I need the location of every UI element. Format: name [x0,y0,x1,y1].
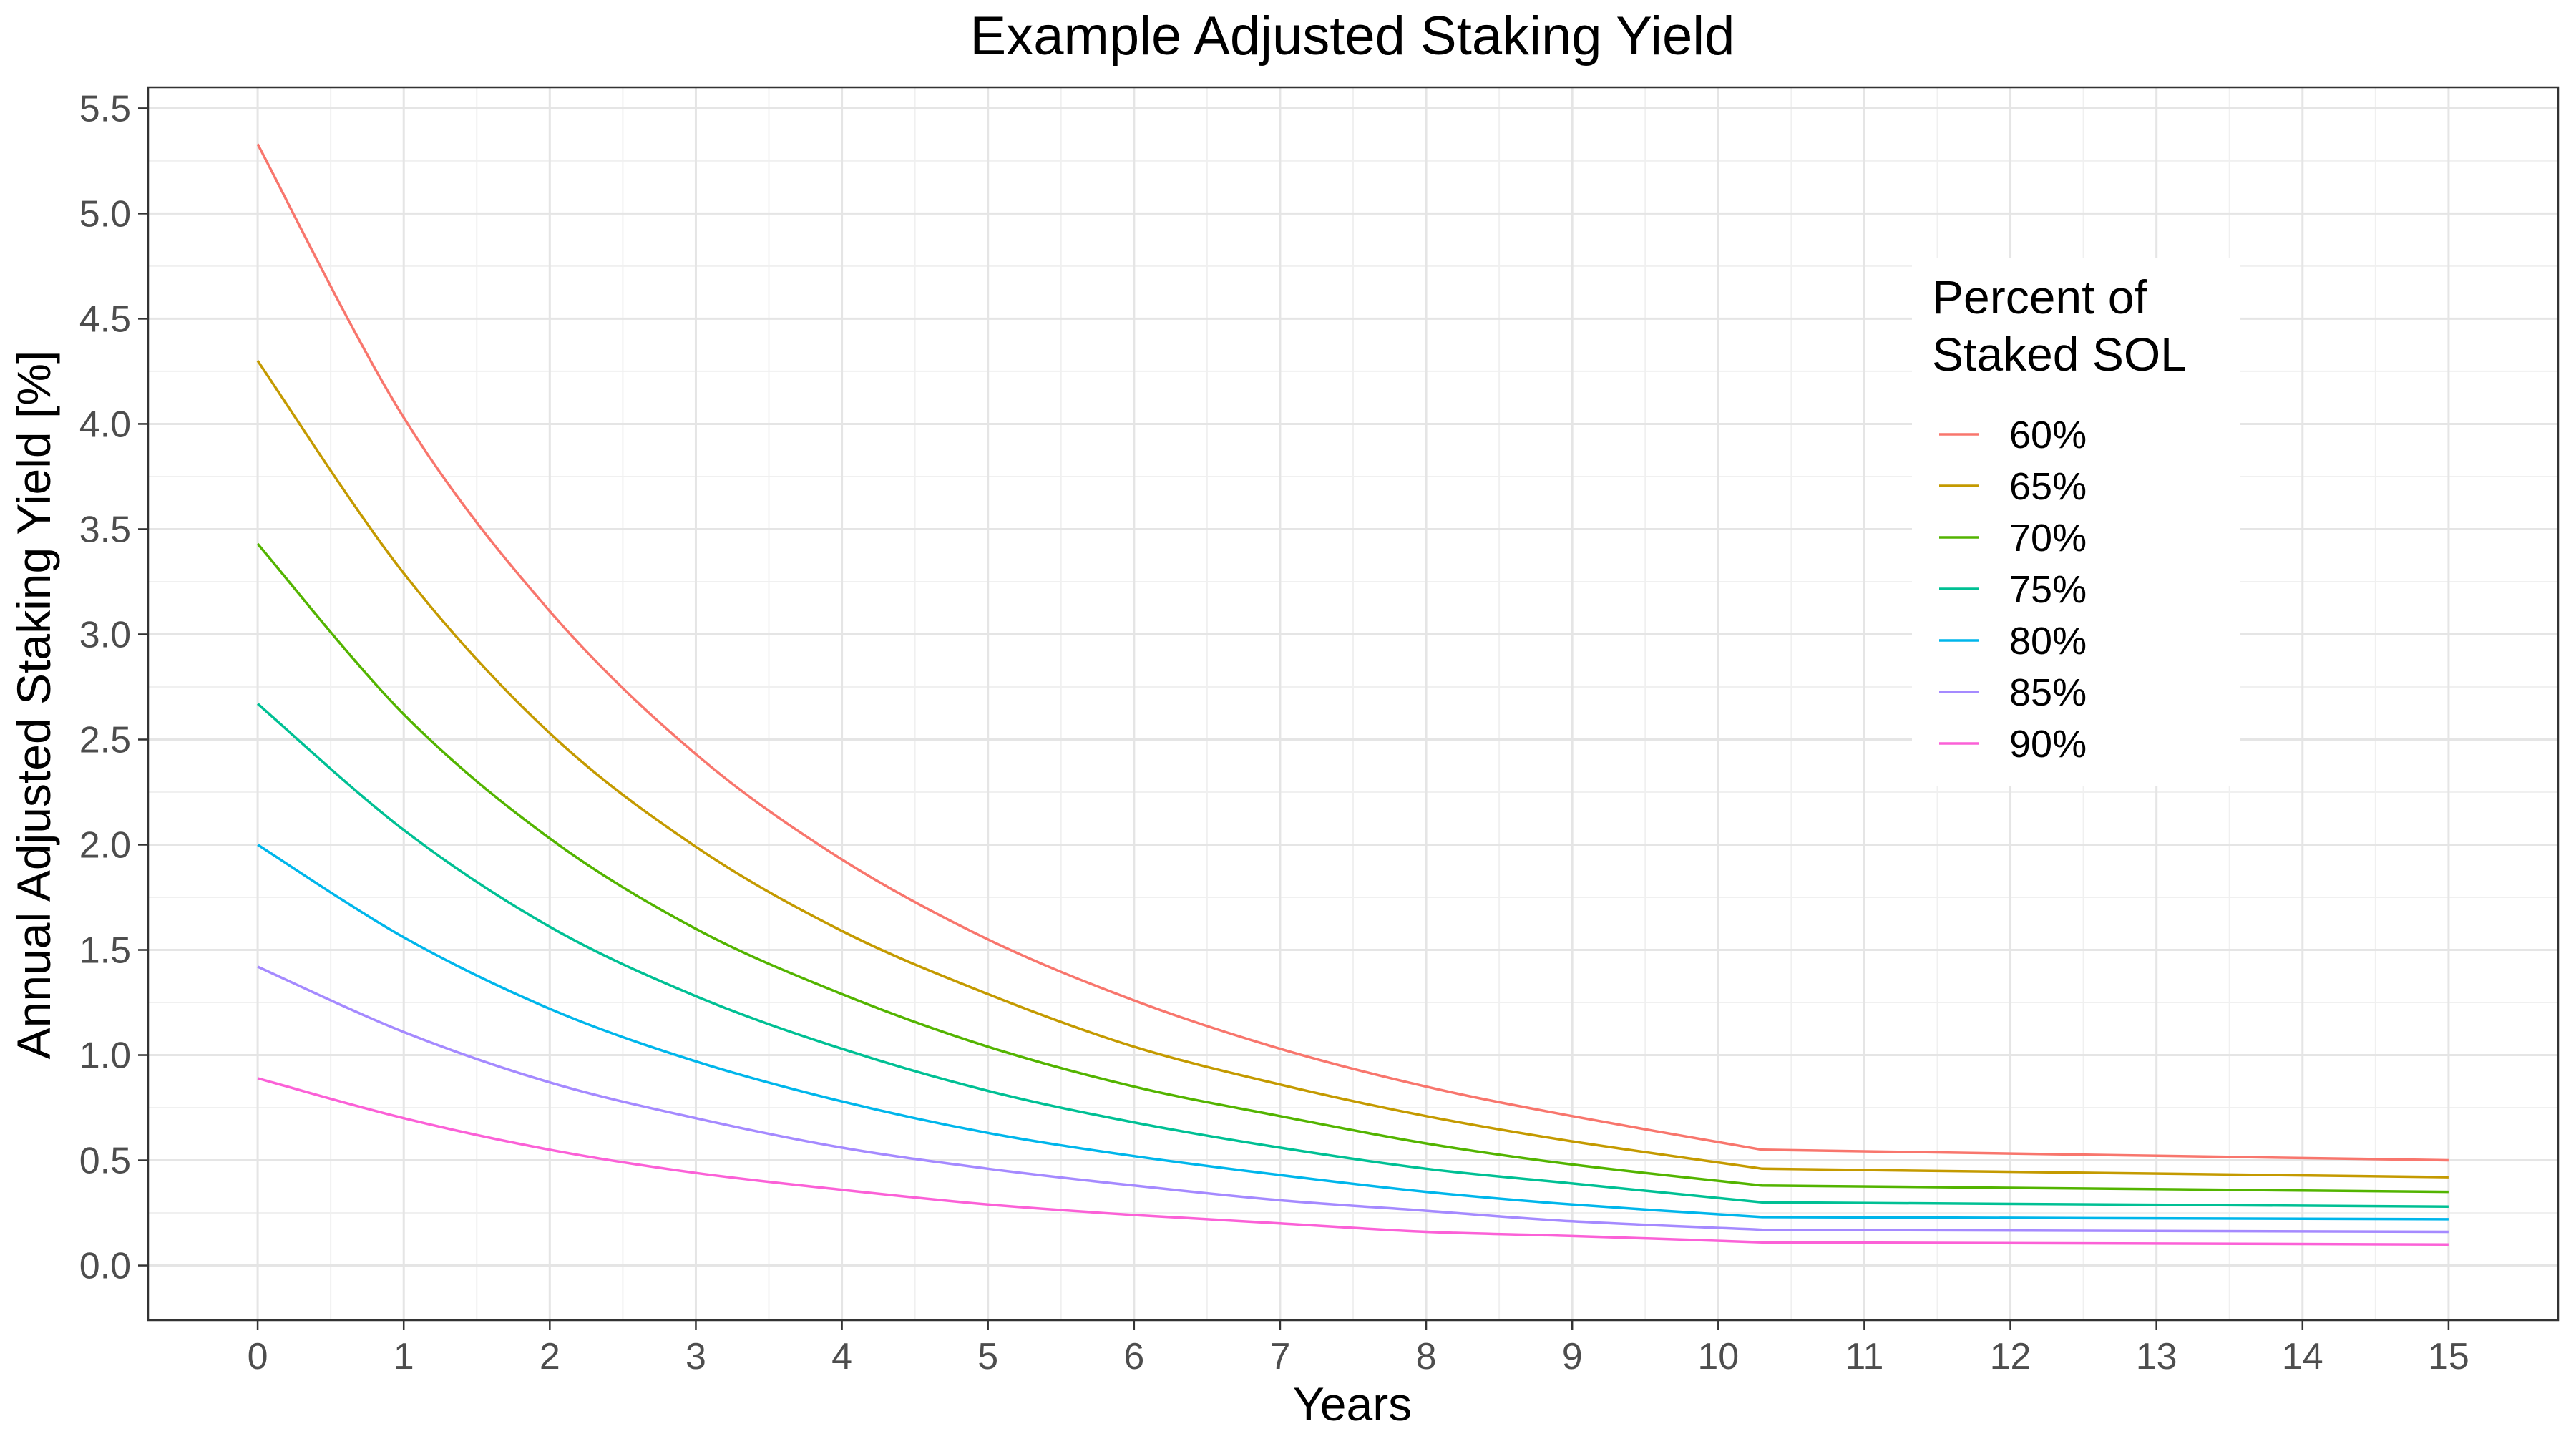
x-tick-label: 9 [1562,1336,1583,1377]
x-tick-label: 4 [831,1336,852,1377]
major-gridlines [148,87,2558,1320]
legend-label-75pct: 75% [2009,568,2087,611]
y-tick-label: 3.0 [79,614,131,655]
series-lines [256,143,2449,1246]
y-tick-label: 2.0 [79,824,131,866]
series-line-70pct [256,542,2449,1194]
series-line-75pct [256,703,2449,1208]
y-tick-label: 3.5 [79,509,131,550]
legend-items: 60% 65% 70% 75% 80% 85% 90% [1939,414,2087,766]
x-tick-label: 2 [540,1336,560,1377]
x-tick-label: 8 [1416,1336,1437,1377]
y-tick-label: 0.0 [79,1246,131,1287]
x-tick-label: 12 [1990,1336,2031,1377]
y-tick-label: 2.5 [79,719,131,761]
legend-label-70pct: 70% [2009,517,2087,560]
legend: Percent of Staked SOL 60% 65% 70% 75% 80% 85%… [1912,258,2240,786]
x-tick-label: 3 [686,1336,706,1377]
legend-label-60pct: 60% [2009,414,2087,457]
y-tick-label: 0.5 [79,1141,131,1182]
legend-label-90pct: 90% [2009,723,2087,766]
x-tick-label: 7 [1269,1336,1290,1377]
x-tick-label: 6 [1123,1336,1144,1377]
plot-border [147,86,2560,1322]
legend-label-65pct: 65% [2009,465,2087,508]
y-tick-label: 4.0 [79,404,131,445]
x-tick-label: 13 [2136,1336,2177,1377]
series-line-90pct [257,1077,2449,1246]
y-tick-label: 1.0 [79,1035,131,1077]
y-tick-label: 4.5 [79,298,131,340]
legend-title-line-1: Percent of [1932,270,2147,323]
y-tick-label: 1.5 [79,930,131,972]
x-tick-label: 15 [2428,1336,2469,1377]
legend-title-line-2: Staked SOL [1932,328,2187,381]
y-axis-label: Annual Adjusted Staking Yield [%] [7,351,60,1060]
series-line-65pct [256,360,2449,1179]
legend-label-80pct: 80% [2009,620,2087,663]
x-tick-label: 10 [1697,1336,1739,1377]
legend-label-85pct: 85% [2009,671,2087,714]
chart-title: Example Adjusted Staking Yield [970,6,1735,67]
y-tick-label: 5.5 [79,88,131,130]
series-line-80pct [257,844,2449,1221]
tick-labels: 0 1 2 3 4 5 6 7 8 9 10 11 12 13 14 150.00.51.01.52.02.5… [79,88,2469,1377]
axis-ticks [138,107,2450,1330]
series-line-85pct [257,965,2449,1234]
legend-background [1912,258,2240,786]
x-tick-label: 1 [394,1336,414,1377]
x-tick-label: 0 [248,1336,268,1377]
x-tick-label: 11 [1845,1336,1883,1377]
x-axis-label: Years [1293,1377,1412,1430]
series-line-60pct [256,143,2449,1162]
x-tick-label: 5 [977,1336,998,1377]
x-tick-label: 14 [2282,1336,2323,1377]
y-tick-label: 5.0 [79,193,131,235]
